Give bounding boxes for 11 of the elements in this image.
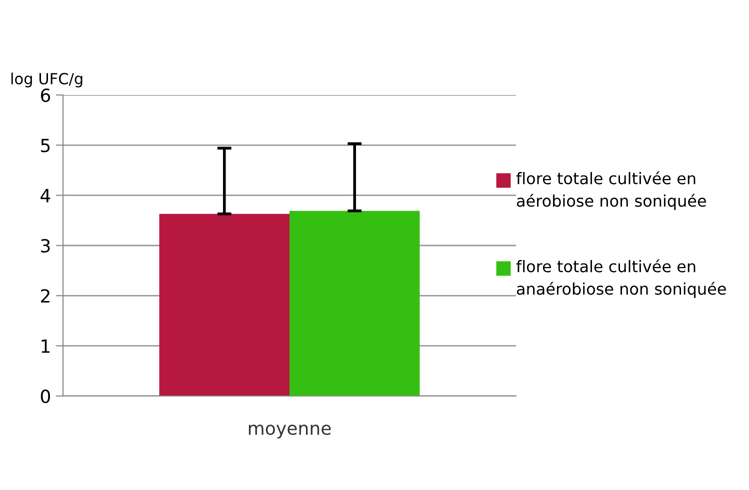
y-tick-label: 5 bbox=[41, 138, 50, 152]
y-tick-label: 2 bbox=[41, 289, 50, 303]
y-tick-label: 3 bbox=[41, 238, 50, 253]
legend-label: flore totale cultivée en anaérobiose non soniquée bbox=[516, 259, 726, 298]
x-tick-label: moyenne bbox=[248, 424, 331, 438]
y-tick-label: 1 bbox=[42, 340, 50, 353]
y-axis-title: log UFC/g bbox=[11, 72, 82, 88]
y-tick-label: 4 bbox=[40, 189, 50, 202]
legend-label: flore totale cultivée en aérobiose non soniquée bbox=[516, 171, 706, 210]
y-tick-label: 0 bbox=[40, 389, 50, 404]
y-tick-label: 6 bbox=[40, 88, 50, 102]
